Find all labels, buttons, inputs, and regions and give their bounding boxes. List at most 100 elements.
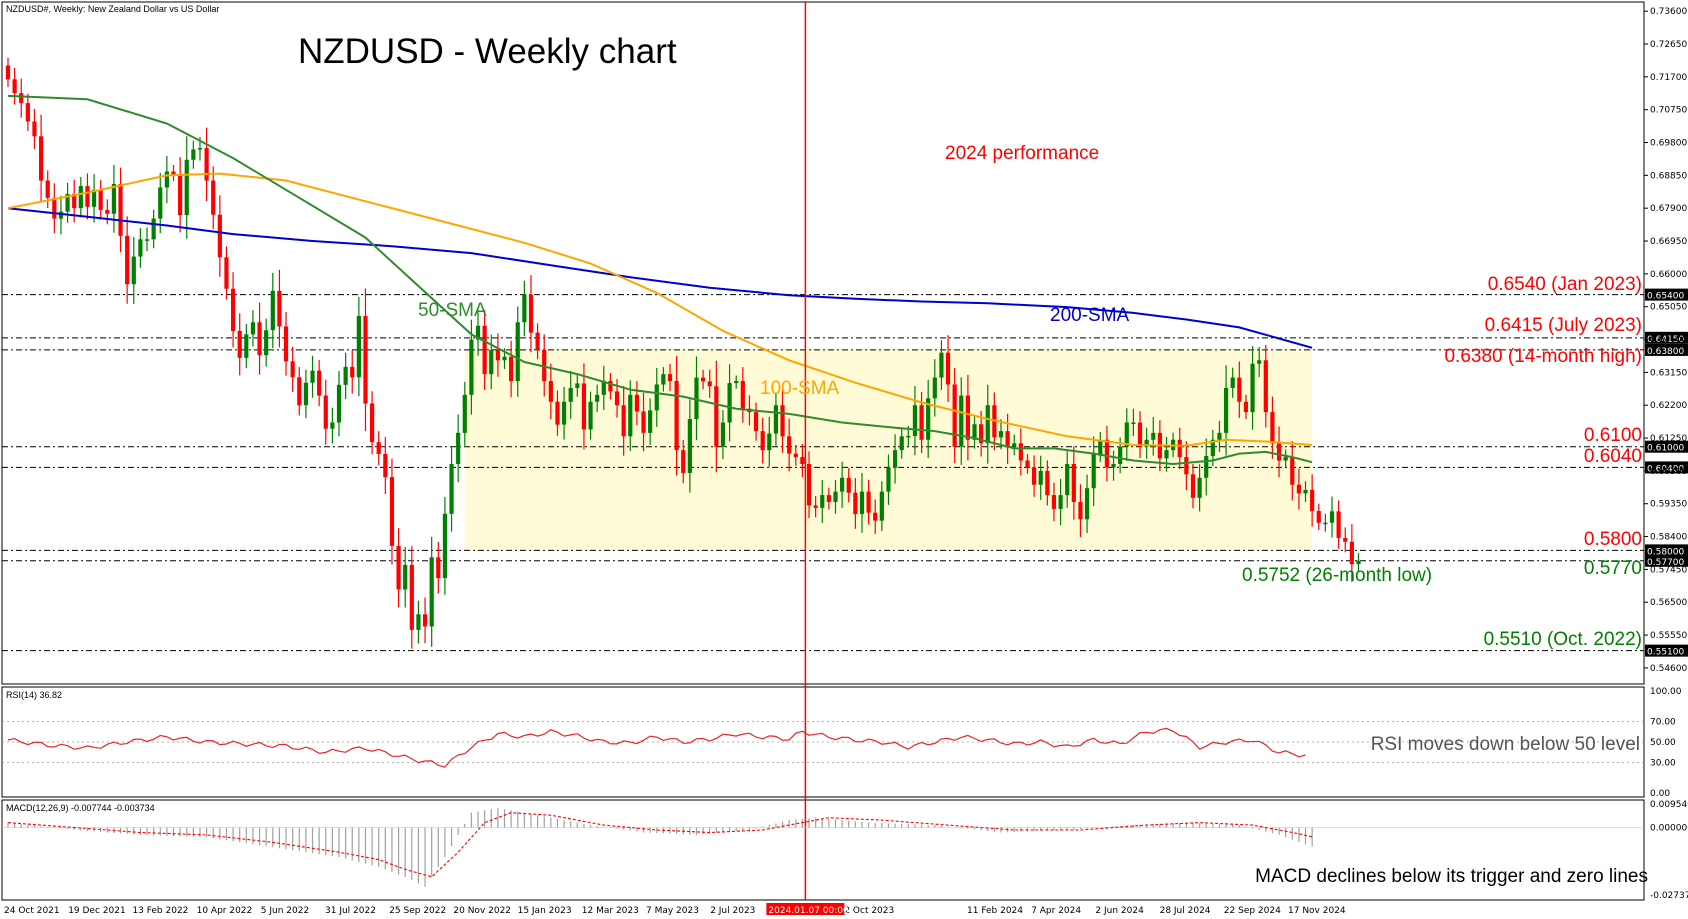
time-tick-label: 24 Oct 2021 (4, 906, 60, 916)
candle-body (1124, 422, 1129, 447)
candle-body (588, 401, 593, 430)
candle-body (760, 431, 765, 451)
rsi-line (7, 727, 1306, 768)
candle-body (144, 239, 150, 241)
sma-200-label: 200-SMA (1050, 305, 1130, 326)
candle-body (303, 382, 308, 406)
candle-body (1084, 488, 1090, 520)
candle-body (787, 436, 792, 454)
candle-body (826, 495, 831, 502)
candle-body (204, 148, 209, 181)
candle-body (270, 290, 275, 331)
time-tick-label: 15 Jan 2023 (518, 906, 572, 916)
time-tick-label: 20 Nov 2022 (453, 906, 511, 916)
candle-body (886, 467, 891, 492)
candle-body (1303, 489, 1308, 494)
price-tick-label: 0.66000 (1650, 270, 1687, 280)
candle-body (1118, 446, 1123, 464)
level-price-tag-0 (1645, 288, 1688, 301)
candle-body (191, 149, 196, 160)
candle-body (548, 381, 553, 402)
macd-tick-label: -0.027379 (1650, 891, 1688, 901)
rsi-tick-label: 0.00 (1650, 789, 1670, 799)
candle-body (1038, 470, 1043, 485)
candle-body (416, 614, 421, 630)
price-tick-label: 0.55550 (1650, 631, 1687, 641)
rsi-indicator: RSI(14) 36.82 100.00 70.00 50.00 30.00 0.00 (2, 687, 1682, 799)
candle-body (78, 186, 83, 209)
candle-body (283, 326, 289, 362)
time-tick-label: 31 Jul 2022 (325, 906, 376, 916)
candle-body (1065, 463, 1070, 496)
candle-body (323, 395, 328, 429)
price-panel-frame (1, 1, 1645, 685)
candle-body (1204, 456, 1209, 478)
level-price-tag-text-0: 0.65400 (1647, 292, 1684, 302)
candle-body (1237, 377, 1242, 402)
candle-body (1276, 443, 1282, 461)
candle-body (813, 505, 818, 508)
level-price-tag-6 (1645, 554, 1688, 567)
candle-body (932, 377, 937, 399)
candle-body (475, 325, 481, 340)
candle-body (833, 491, 838, 502)
candle-body (343, 366, 348, 385)
time-tick-label: 12 Mar 2023 (582, 906, 639, 916)
candle-body (164, 171, 169, 188)
candle-body (1177, 439, 1182, 458)
candle-body (1071, 463, 1076, 502)
level-label-2: 0.6380 (14-month high) (1444, 346, 1642, 367)
candle-body (734, 381, 739, 384)
price-tick-label: 0.57450 (1650, 565, 1687, 575)
candle-body (98, 189, 103, 210)
rsi-tick-label: 100.00 (1650, 687, 1682, 697)
candle-body (687, 419, 692, 473)
level-price-tag-text-5: 0.58000 (1647, 547, 1684, 557)
candle-body (866, 491, 871, 513)
price-tick-label: 0.72650 (1650, 40, 1687, 50)
level-price-tag-text-4: 0.60400 (1647, 464, 1684, 474)
candle-body (568, 387, 573, 402)
time-tick-label: 2 Jun 2024 (1095, 906, 1144, 916)
candle-body (806, 463, 812, 506)
candle-body (1164, 450, 1169, 459)
candle-body (634, 394, 639, 412)
candle-body (85, 186, 90, 207)
candle-body (65, 194, 70, 212)
candle-body (449, 463, 454, 514)
candle-body (489, 349, 494, 375)
candle-body (892, 450, 898, 468)
candle-body (1051, 495, 1057, 509)
sma-100-label: 100-SMA (760, 378, 840, 399)
candle-body (72, 194, 77, 209)
candle-body (442, 513, 448, 579)
candle-body (1012, 443, 1017, 447)
candle-body (985, 405, 990, 444)
candle-body (945, 352, 951, 385)
level-price-tag-text-6: 0.57700 (1647, 558, 1684, 568)
candle-body (1210, 439, 1215, 457)
level-price-tag-4 (1645, 461, 1688, 474)
candle-body (482, 325, 487, 375)
price-tick-label: 0.60300 (1650, 467, 1687, 477)
time-tick-label: 22 Oct 2023 (839, 906, 895, 916)
level-label-1: 0.6415 (July 2023) (1485, 315, 1642, 336)
time-tick-label: 11 Feb 2024 (967, 906, 1023, 916)
candle-body (257, 322, 262, 356)
level-price-tag-text-1: 0.64150 (1647, 335, 1684, 345)
time-tick-label: 17 Nov 2024 (1288, 906, 1346, 916)
candle-body (800, 457, 805, 464)
candle-body (91, 189, 97, 207)
candle-body (1223, 387, 1229, 433)
candle-body (939, 352, 944, 378)
candle-body (621, 405, 626, 437)
candle-body (19, 93, 24, 104)
candle-body (1263, 360, 1268, 413)
candle-body (1250, 363, 1255, 413)
candle-body (1329, 511, 1335, 523)
rsi-annotation: RSI moves down below 50 level (1371, 734, 1640, 755)
time-tick-label: 25 Sep 2022 (389, 906, 446, 916)
candle-body (1032, 467, 1037, 485)
candle-body (608, 381, 613, 392)
candle-body (1323, 522, 1328, 525)
